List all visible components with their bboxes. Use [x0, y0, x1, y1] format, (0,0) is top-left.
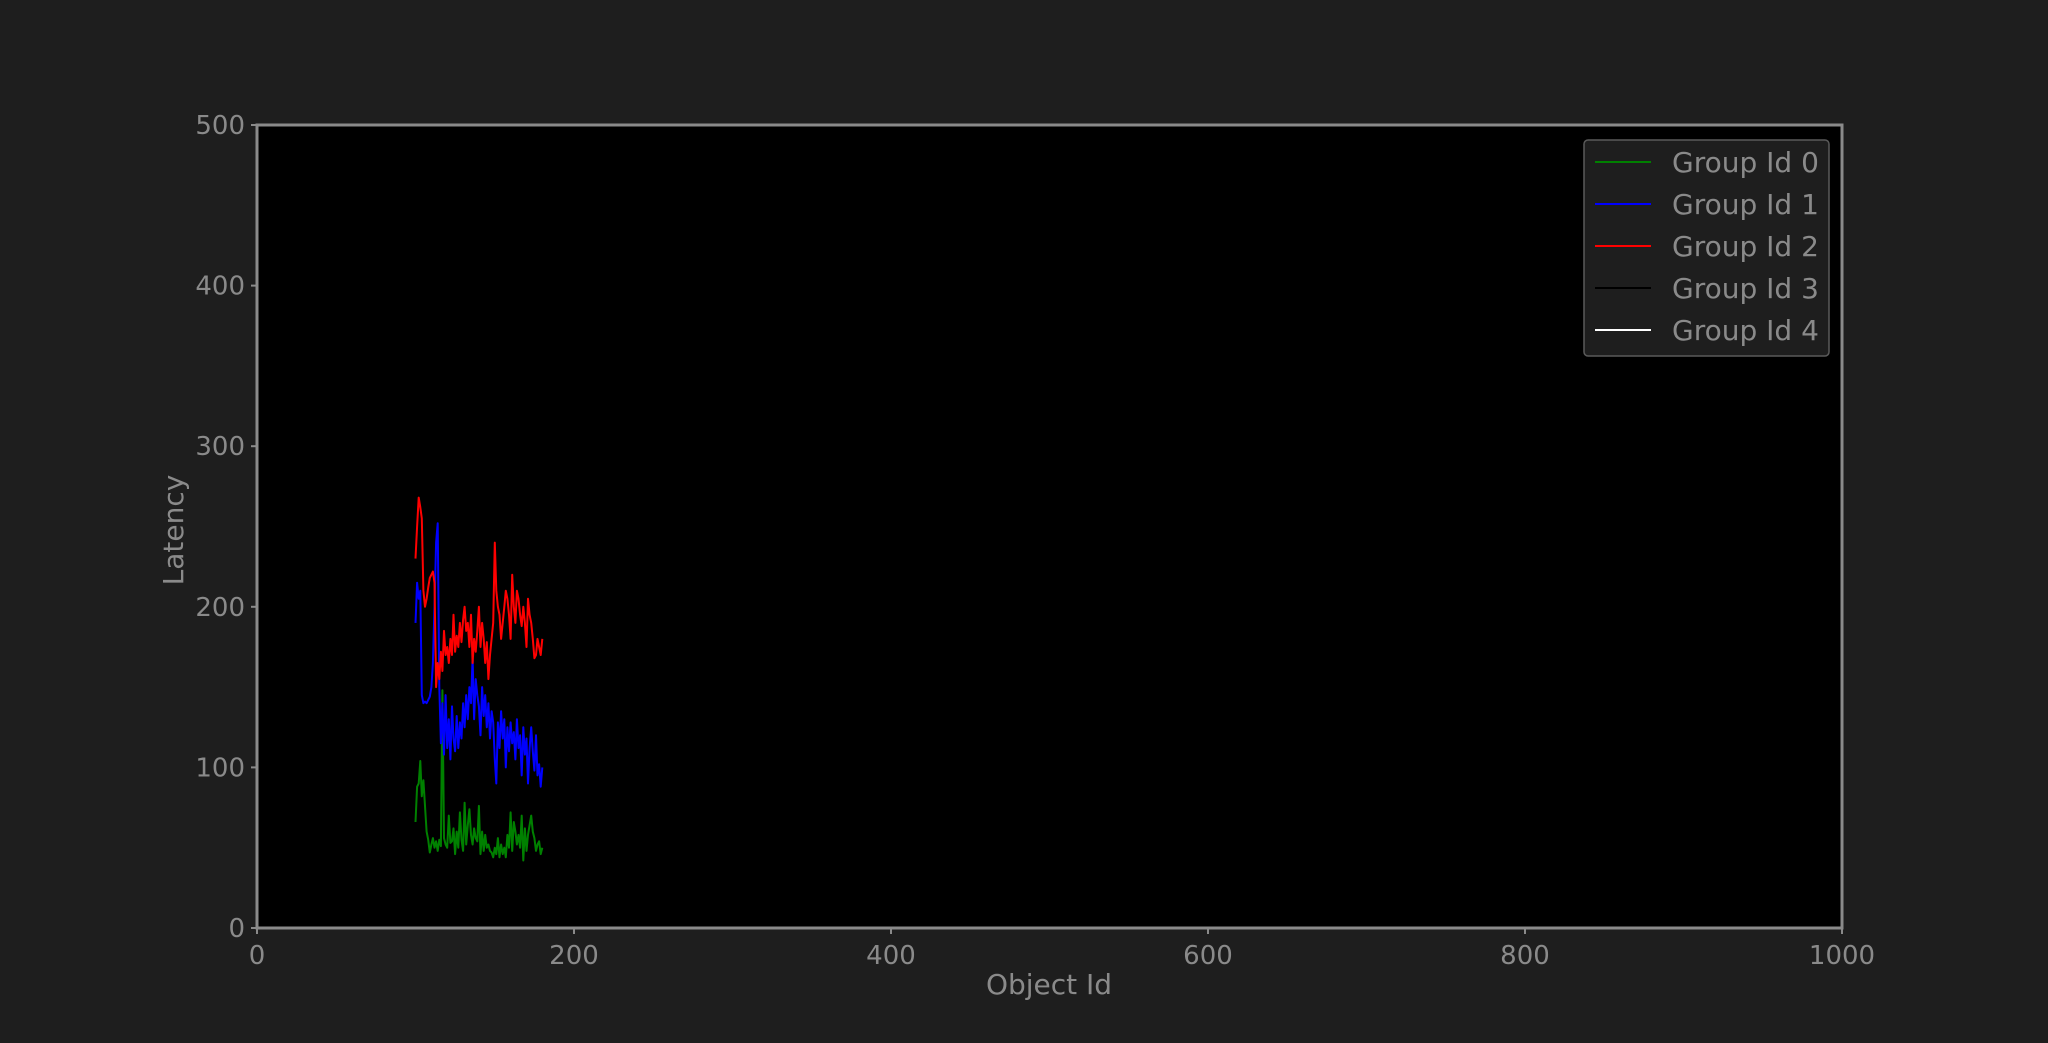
- y-tick-label: 500: [195, 111, 245, 141]
- legend-label-group-1: Group Id 1: [1672, 188, 1819, 221]
- x-tick-label: 1000: [1809, 941, 1875, 971]
- x-axis-label: Object Id: [986, 968, 1112, 1001]
- y-tick-label: 400: [195, 272, 245, 302]
- legend: Group Id 0 Group Id 1 Group Id 2 Group Id 3…: [1583, 139, 1830, 357]
- y-tick-label: 200: [195, 593, 245, 623]
- y-axis-ticks: 0 100 200 300 400 500: [195, 111, 257, 944]
- x-tick-label: 400: [866, 941, 916, 971]
- legend-box: [1583, 139, 1830, 357]
- x-tick-label: 800: [1500, 941, 1550, 971]
- series-line-group-2: [414, 496, 544, 689]
- plot-area: [257, 125, 1842, 928]
- legend-label-group-3: Group Id 3: [1672, 272, 1819, 305]
- x-tick-label: 0: [249, 941, 266, 971]
- x-axis-ticks: 0 200 400 600 800 1000: [249, 928, 1875, 971]
- legend-label-group-4: Group Id 4: [1672, 314, 1819, 347]
- series-line-group-0: [414, 689, 544, 862]
- x-tick-label: 200: [549, 941, 599, 971]
- y-axis-label: Latency: [157, 475, 190, 586]
- legend-label-group-2: Group Id 2: [1672, 230, 1819, 263]
- x-tick-label: 600: [1183, 941, 1233, 971]
- series-line-group-1: [414, 522, 544, 788]
- legend-label-group-0: Group Id 0: [1672, 146, 1819, 179]
- y-tick-label: 100: [195, 753, 245, 783]
- series-layer: [414, 496, 544, 862]
- y-tick-label: 300: [195, 432, 245, 462]
- plot-frame: [255, 123, 1844, 930]
- y-tick-label: 0: [228, 914, 245, 944]
